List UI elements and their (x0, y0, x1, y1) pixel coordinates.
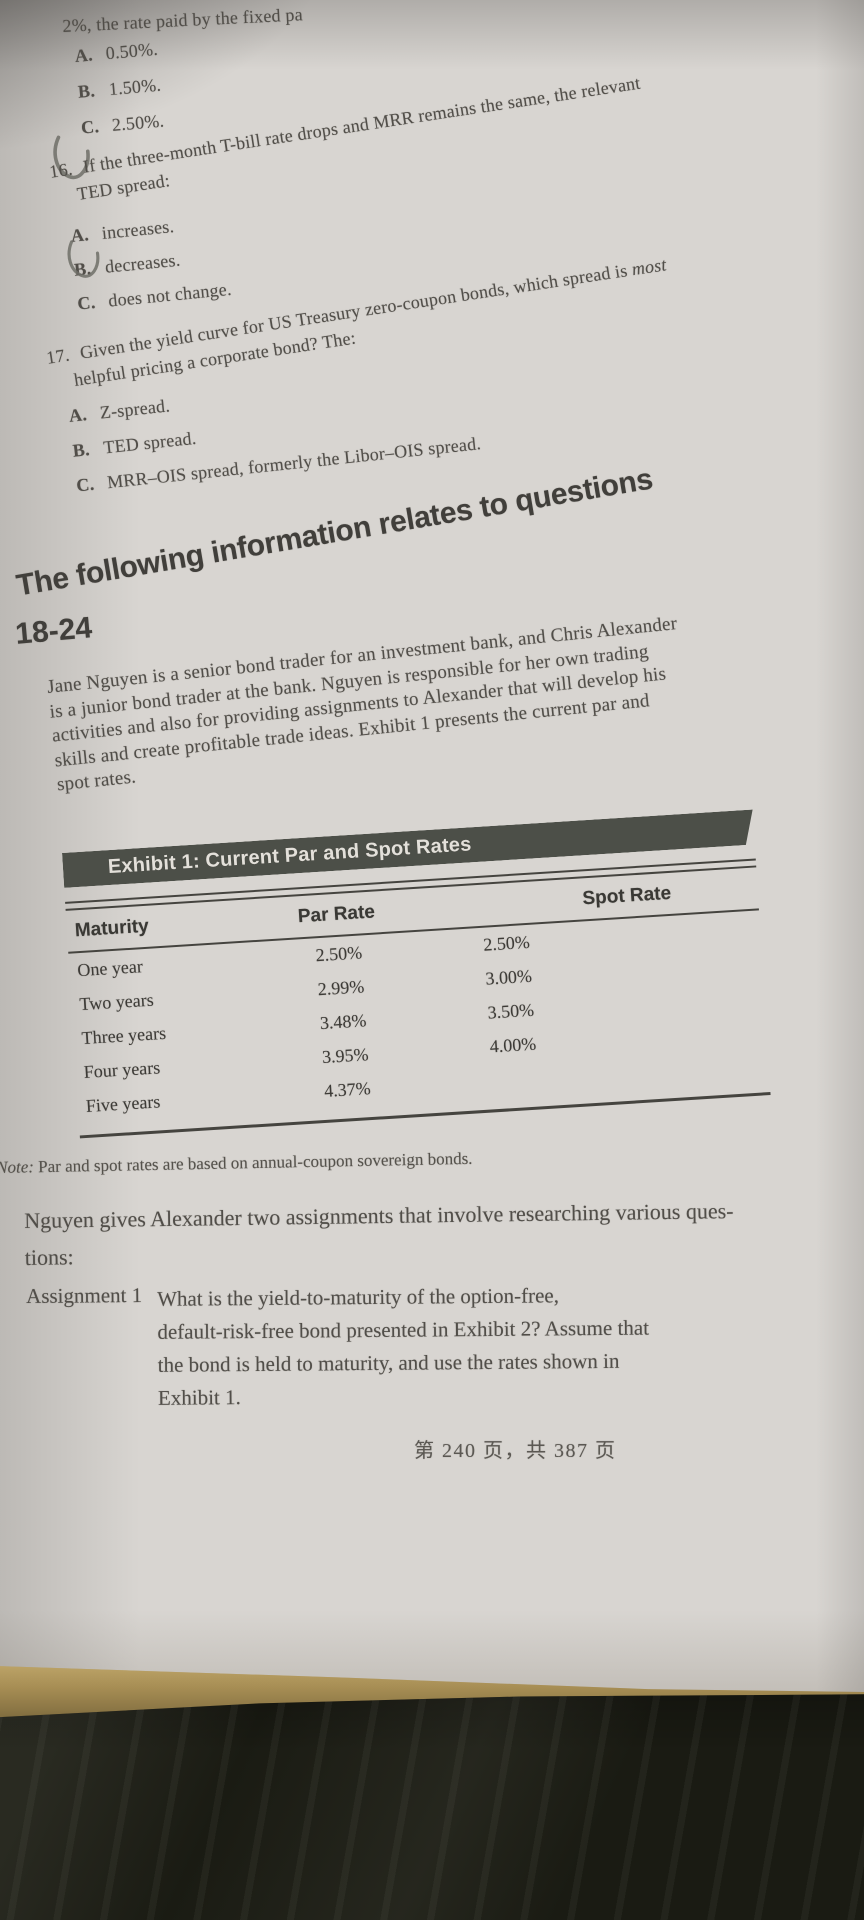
handwritten-checkmark-icon (53, 135, 90, 180)
handwritten-checkmark-icon (67, 240, 100, 278)
exhibit-1-table: Exhibit 1: Current Par and Spot Rates Ma… (62, 810, 771, 1139)
assignment-line: default-risk-free bond presented in Exhi… (157, 1315, 650, 1344)
option-text: 0.50%. (104, 38, 159, 64)
column-header-spot-rate: Spot Rate (581, 882, 672, 910)
column-header-par-rate: Par Rate (297, 901, 376, 928)
cell-spot-rate: 2.50% (482, 931, 531, 955)
question-prev-option-b: B. 1.50%. (77, 75, 162, 103)
page-footer: 第 240 页，共 387 页 (414, 1440, 617, 1462)
option-letter: B. (77, 80, 96, 102)
cell-maturity: Two years (78, 989, 155, 1015)
option-letter: C. (75, 473, 96, 496)
cell-par-rate: 4.37% (323, 1078, 372, 1101)
stem-text-emphasis: most (630, 254, 668, 280)
option-letter: A. (68, 404, 88, 426)
assignment-line: Exhibit 1. (157, 1385, 241, 1410)
option-letter: A. (74, 44, 94, 66)
cell-spot-rate: 4.00% (489, 1033, 537, 1057)
note-label: Note: (0, 1157, 35, 1177)
cell-spot-rate: 3.50% (486, 999, 535, 1023)
assignment-1: Assignment 1 What is the yield-to-maturi… (26, 1279, 650, 1416)
fabric-background (0, 1694, 864, 1920)
option-text: does not change. (107, 278, 233, 311)
assignment-line: the bond is held to maturity, and use th… (157, 1348, 620, 1377)
option-text: 2.50%. (111, 110, 165, 135)
column-header-maturity: Maturity (74, 915, 150, 942)
assignment-line: What is the yield-to-maturity of the opt… (157, 1283, 560, 1311)
cell-maturity: Four years (83, 1057, 161, 1083)
option-letter: B. (71, 439, 91, 461)
question-prev-option-c: C. 2.50%. (80, 110, 165, 138)
option-letter: C. (76, 291, 97, 314)
option-text: 1.50%. (108, 74, 162, 100)
question-number: 16. (48, 158, 74, 182)
option-text: decreases. (104, 249, 182, 277)
assignment-text: What is the yield-to-maturity of the opt… (157, 1279, 650, 1415)
assignments-intro: Nguyen gives Alexander two assignments t… (24, 1192, 734, 1276)
assignment-label: Assignment 1 (26, 1282, 143, 1308)
section-heading-range: 18-24 (14, 611, 94, 651)
cell-maturity: Five years (85, 1091, 161, 1116)
cell-maturity: One year (76, 956, 144, 981)
cell-spot-rate: 3.00% (484, 965, 533, 989)
option-text: TED spread. (102, 427, 198, 458)
question-number: 17. (45, 344, 71, 368)
cell-maturity: Three years (81, 1022, 167, 1049)
